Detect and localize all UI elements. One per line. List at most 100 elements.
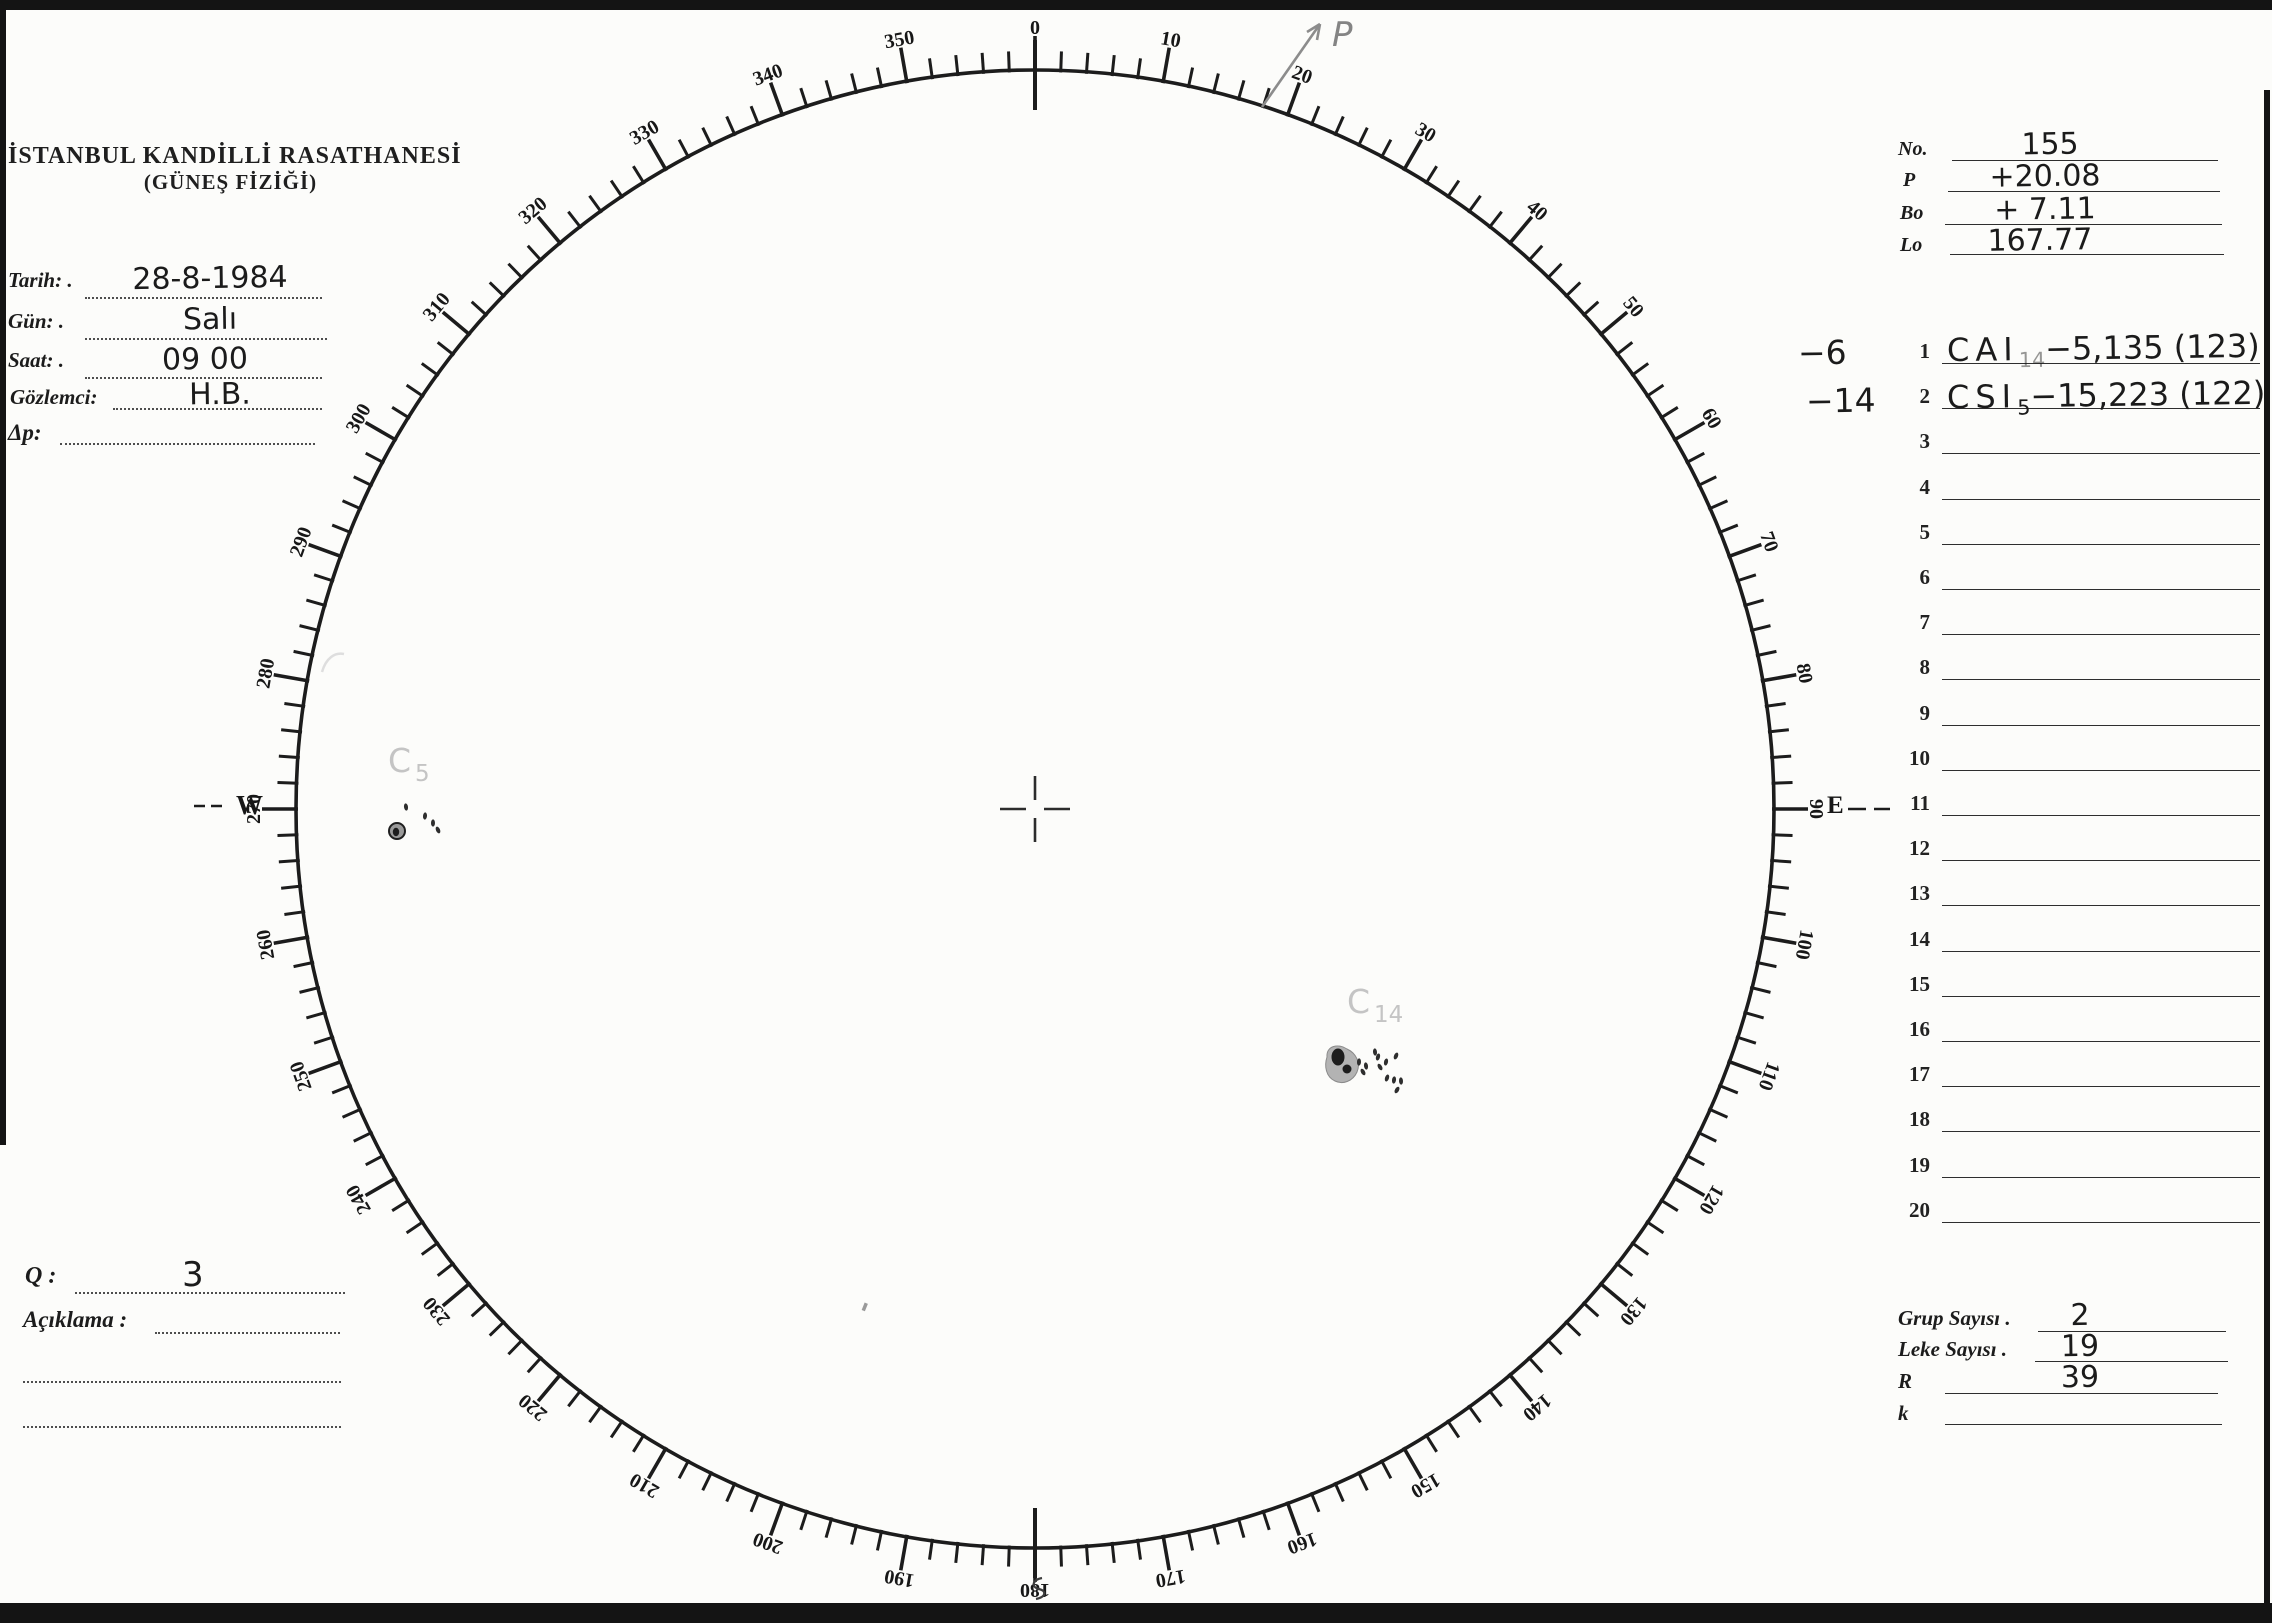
group-row-line (1942, 634, 2260, 635)
spot-speck (403, 803, 409, 811)
degree-label: 110 (1754, 1059, 1785, 1094)
aciklama-line-1 (155, 1332, 340, 1334)
group-row-number: 14 (1909, 927, 1930, 951)
group-row-line (1942, 905, 2260, 906)
degree-label: 10 (1159, 27, 1183, 52)
degree-label: 130 (1615, 1292, 1651, 1329)
summary-label-r: R (1898, 1369, 1913, 1393)
degree-ticks (262, 36, 1808, 1582)
sun-disk-rim (294, 68, 1776, 1550)
west-label: W (236, 790, 263, 820)
degree-label: 340 (750, 60, 786, 91)
degree-label: 200 (750, 1527, 786, 1558)
group-row-line (1942, 951, 2260, 952)
spot-speck (1363, 1062, 1369, 1070)
degree-label: 270 (243, 794, 265, 824)
observatory-header: İSTANBUL KANDİLLİ RASATHANESİ (GÜNEŞ FİZ… (8, 143, 461, 195)
group-row-number: 7 (1919, 610, 1931, 634)
spot-speck (1375, 1053, 1381, 1061)
degree-label: 150 (1407, 1468, 1444, 1502)
south-mark (1032, 1576, 1046, 1601)
group-row-line (1942, 1222, 2260, 1223)
group-row-number: 2 (1919, 384, 1931, 408)
spot-speck (1394, 1086, 1400, 1094)
degree-label: 80 (1792, 662, 1817, 686)
degree-label: 160 (1284, 1527, 1320, 1558)
degree-label: 300 (342, 400, 376, 437)
east-label: E (1827, 792, 1844, 819)
group-row-number: 9 (1919, 701, 1931, 725)
degree-label: 60 (1697, 404, 1726, 432)
degree-label: 70 (1755, 529, 1783, 555)
field-label-saat: Saat: . (8, 348, 65, 372)
observatory-subtitle: (GÜNEŞ FİZİĞİ) (143, 170, 318, 194)
p-arrow-label: P (1332, 15, 1353, 55)
umbra (1331, 1048, 1345, 1066)
aciklama-label: Açıklama : (23, 1307, 128, 1332)
group-row-line (1942, 499, 2260, 500)
center-crosshair (1000, 776, 1070, 842)
group-row-line (1942, 408, 2260, 409)
summary-label-grup: Grup Sayısı . (1898, 1306, 2011, 1330)
spot-speck (1377, 1063, 1383, 1071)
spot-speck (422, 812, 428, 820)
group-row-line (1942, 363, 2260, 364)
aciklama-line-3 (23, 1426, 341, 1428)
degree-label: 210 (626, 1468, 663, 1502)
spot-speck (1356, 1058, 1362, 1066)
degree-label: 190 (883, 1565, 916, 1592)
group-row-number: 10 (1909, 746, 1930, 770)
eph-line-lo (1950, 254, 2224, 255)
group-row-number: 5 (1919, 520, 1931, 544)
degree-label: 140 (1518, 1389, 1555, 1425)
eph-label-no: No. (1898, 138, 1928, 160)
degree-label: 0 (1030, 17, 1040, 39)
degree-label: 100 (1791, 928, 1818, 961)
group-row-line (1942, 679, 2260, 680)
group-row-number: 16 (1909, 1017, 1930, 1041)
degree-label: 350 (883, 26, 916, 53)
degree-label: 330 (626, 116, 663, 150)
group-row-line (1942, 996, 2260, 997)
degree-label: 260 (252, 928, 279, 961)
group-row-number: 11 (1910, 791, 1930, 815)
field-label-gozlemci: Gözlemci: (10, 385, 98, 409)
summary-line-k (1945, 1424, 2222, 1425)
summary-line-grup (2038, 1331, 2226, 1332)
spot-speck (430, 819, 436, 827)
group-row-line (1942, 589, 2260, 590)
sunspot-group-label: C 14 (1347, 982, 1403, 1028)
field-line-tarih (85, 297, 322, 299)
field-line-deltap (60, 443, 315, 445)
summary-line-r (1945, 1393, 2218, 1394)
degree-label: 20 (1289, 61, 1315, 89)
field-line-saat (85, 377, 322, 379)
spot-speck (1393, 1052, 1399, 1060)
group-row-line (1942, 544, 2260, 545)
group-row-number: 6 (1919, 565, 1931, 589)
eph-label-p: P (1903, 169, 1916, 191)
group-row-line (1942, 725, 2260, 726)
field-label-tarih: Tarih: . (8, 268, 73, 292)
field-label-deltap: Δp: (8, 420, 42, 445)
field-line-gun (85, 338, 327, 340)
group-row-number: 15 (1909, 972, 1930, 996)
scan-border-top (0, 0, 2272, 10)
eph-line-bo (1945, 224, 2222, 225)
group-row-line (1942, 860, 2260, 861)
field-label-gun: Gün: . (8, 309, 65, 333)
degree-label: 310 (419, 288, 455, 325)
group-row-line (1942, 1177, 2260, 1178)
umbra (392, 827, 400, 837)
degree-label: 250 (286, 1058, 317, 1094)
spot-speck (1384, 1074, 1390, 1082)
spot-speck (435, 826, 441, 834)
degree-label: 30 (1411, 118, 1439, 147)
group-row-number: 18 (1909, 1107, 1930, 1131)
spot-speck (1391, 1076, 1397, 1084)
umbra (1342, 1064, 1352, 1074)
eph-label-bo: Bo (1900, 202, 1924, 224)
aciklama-line-2 (23, 1381, 341, 1383)
scan-border-left (0, 10, 6, 1145)
